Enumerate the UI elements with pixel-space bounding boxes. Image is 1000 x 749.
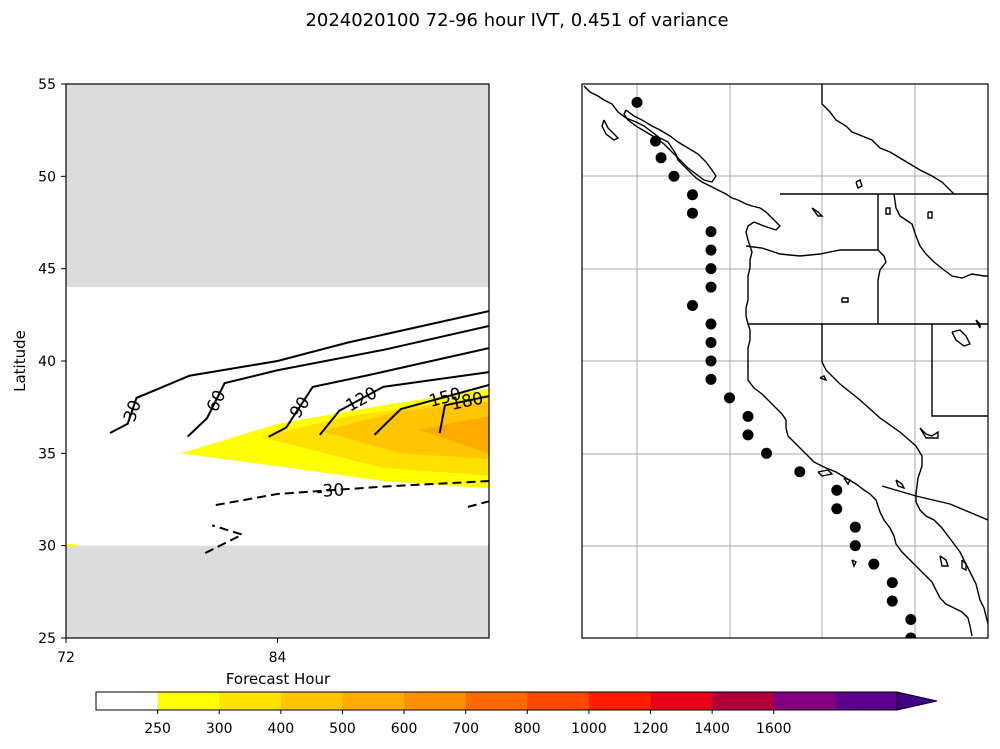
colorbar-cell [280, 692, 343, 710]
contour-line--30 [215, 480, 489, 507]
colorbar-cell [835, 692, 898, 710]
x-axis-ticks: 72 84 [57, 638, 286, 666]
y-tick-label: 40 [38, 354, 56, 370]
y-tick-label: 50 [38, 169, 56, 185]
colorbar-tick-label: 1000 [571, 721, 607, 737]
location-marker [655, 152, 667, 164]
location-marker [631, 96, 643, 108]
x-axis-label: Forecast Hour [226, 670, 331, 688]
location-marker [668, 170, 680, 182]
colorbar-tick-label: 300 [206, 721, 233, 737]
location-marker [650, 135, 661, 147]
location-marker [724, 392, 735, 404]
map-gridlines [582, 84, 988, 638]
ivt-fill-400 [321, 401, 489, 459]
location-markers [631, 96, 917, 638]
location-marker [705, 263, 717, 275]
colorbar-tick-label: 1400 [694, 721, 730, 737]
location-marker [849, 540, 861, 552]
location-marker [849, 521, 861, 533]
y-axis-ticks: 25 30 35 40 45 50 55 [38, 77, 66, 647]
colorbar-tick-label: 250 [144, 721, 171, 737]
colorbar-tick-label: 500 [329, 721, 356, 737]
location-marker [868, 558, 880, 570]
location-marker [705, 226, 717, 238]
ivt-fill-500 [418, 416, 489, 454]
colorbar-tick-label: 400 [267, 721, 294, 737]
colorbar-cell [465, 692, 528, 710]
colorbar-cell [588, 692, 652, 710]
location-marker [687, 300, 698, 312]
location-marker [761, 447, 772, 459]
location-marker [705, 373, 717, 385]
location-marker [905, 632, 917, 638]
colorbar-cell [527, 692, 590, 710]
colorbar-cell [219, 692, 282, 710]
contour-line-180 [438, 395, 489, 434]
location-marker [831, 503, 843, 515]
ivt-fill-sliver [66, 543, 81, 548]
location-marker [687, 189, 698, 201]
colorbar-cell [650, 692, 713, 710]
contour-line-30 [109, 310, 489, 434]
x-tick-label: 72 [57, 650, 75, 666]
colorbar-tick-label: 700 [452, 721, 479, 737]
colorbar-cells [95, 691, 938, 711]
colorbar-cell [712, 692, 775, 710]
colorbar-tick-label: 1200 [633, 721, 669, 737]
contour-label: -30 [316, 480, 345, 502]
colorbar-cell [96, 692, 159, 710]
location-marker [886, 595, 898, 607]
x-tick-label: 84 [269, 650, 287, 666]
location-marker [705, 355, 717, 367]
chart-title: 2024020100 72-96 hour IVT, 0.451 of vari… [305, 10, 728, 31]
map-axes-frame [581, 83, 989, 639]
masked-bands [66, 84, 489, 638]
location-marker [886, 577, 898, 589]
masked-band [66, 545, 489, 638]
y-tick-label: 25 [38, 631, 56, 647]
colorbar-cell [342, 692, 405, 710]
location-marker [705, 244, 717, 256]
colorbar-tick-label: 1600 [756, 721, 792, 737]
location-marker [705, 318, 717, 330]
location-marker [742, 410, 754, 422]
location-marker [831, 484, 843, 496]
colorbar-cell [773, 692, 836, 710]
y-tick-label: 45 [38, 262, 56, 278]
location-marker [905, 614, 917, 626]
y-tick-label: 35 [38, 446, 56, 462]
y-tick-label: 55 [38, 77, 56, 93]
location-marker [705, 281, 717, 293]
ivt-contour-lines [109, 310, 489, 554]
y-axis-label: Latitude [11, 330, 29, 392]
colorbar: 250 300 400 500 600 700 800 1000 1200 1400 1600 [95, 691, 938, 737]
coastline-map-panel [581, 83, 989, 639]
contour-line-neg-fragment [204, 524, 245, 554]
location-marker [742, 429, 754, 441]
colorbar-cell [157, 692, 220, 710]
colorbar-tick-label: 800 [514, 721, 541, 737]
contour-line-neg-fragment [467, 500, 489, 508]
contour-line-90 [268, 347, 489, 438]
ivt-filled-contours [66, 388, 489, 548]
colorbar-tick-label: 600 [391, 721, 418, 737]
colorbar-cell [404, 692, 467, 710]
colorbar-outline [95, 691, 897, 711]
location-marker [705, 336, 717, 348]
location-marker [794, 466, 806, 478]
masked-band [66, 84, 489, 288]
contour-line-60 [186, 324, 489, 438]
coastline-and-borders [583, 84, 988, 637]
colorbar-tick-labels: 250 300 400 500 600 700 800 1000 1200 1400 1600 [144, 710, 792, 737]
y-tick-label: 30 [38, 539, 56, 555]
colorbar-extend-arrow [896, 691, 938, 711]
location-marker [687, 207, 698, 219]
contour-line-120 [319, 371, 489, 436]
contour-line-150 [373, 384, 489, 436]
